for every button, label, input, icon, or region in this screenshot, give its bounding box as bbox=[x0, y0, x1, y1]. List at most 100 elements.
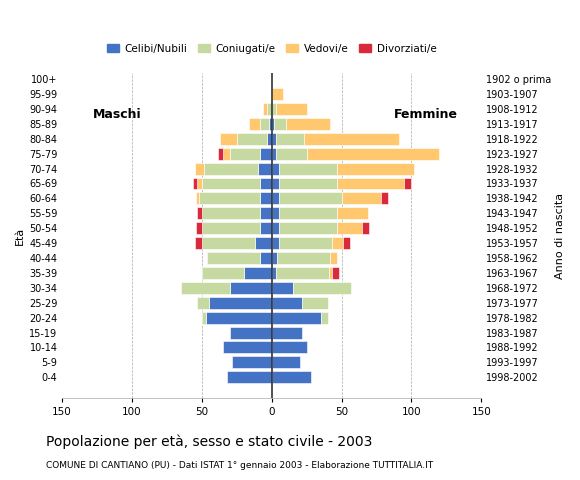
Bar bbox=[249, 118, 260, 130]
Bar bbox=[271, 163, 278, 175]
Bar bbox=[332, 237, 343, 249]
Bar bbox=[220, 133, 237, 145]
Bar bbox=[180, 282, 230, 294]
Bar bbox=[271, 282, 292, 294]
Bar bbox=[260, 207, 271, 219]
Bar bbox=[292, 282, 351, 294]
Bar bbox=[263, 103, 267, 115]
Bar bbox=[271, 312, 321, 324]
Bar bbox=[230, 148, 260, 160]
Bar bbox=[278, 207, 338, 219]
Bar bbox=[195, 163, 204, 175]
Bar bbox=[271, 267, 275, 279]
Bar bbox=[202, 222, 260, 234]
Bar bbox=[271, 297, 302, 309]
Bar bbox=[276, 103, 307, 115]
Bar bbox=[271, 178, 278, 190]
Bar bbox=[202, 267, 244, 279]
Bar bbox=[338, 207, 368, 219]
Bar bbox=[204, 163, 258, 175]
Bar bbox=[233, 356, 271, 368]
Bar bbox=[202, 237, 255, 249]
Bar bbox=[271, 148, 275, 160]
Text: Popolazione per età, sesso e stato civile - 2003: Popolazione per età, sesso e stato civil… bbox=[46, 435, 373, 449]
Bar bbox=[277, 252, 331, 264]
Bar bbox=[271, 133, 275, 145]
Bar bbox=[207, 252, 260, 264]
Bar bbox=[219, 148, 223, 160]
Bar bbox=[197, 178, 202, 190]
Bar bbox=[278, 192, 342, 204]
Bar bbox=[260, 118, 269, 130]
Bar bbox=[338, 178, 404, 190]
Bar bbox=[271, 372, 311, 383]
Bar bbox=[307, 148, 440, 160]
Bar bbox=[278, 178, 338, 190]
Bar bbox=[223, 148, 230, 160]
Text: Femmine: Femmine bbox=[393, 108, 458, 121]
Bar bbox=[276, 133, 304, 145]
Bar bbox=[332, 267, 339, 279]
Bar bbox=[209, 297, 271, 309]
Bar bbox=[237, 133, 267, 145]
Bar bbox=[271, 326, 302, 338]
Bar bbox=[260, 192, 271, 204]
Bar bbox=[260, 148, 271, 160]
Bar bbox=[260, 252, 271, 264]
Bar bbox=[202, 312, 206, 324]
Bar bbox=[230, 326, 271, 338]
Bar bbox=[202, 178, 260, 190]
Bar bbox=[267, 103, 271, 115]
Bar bbox=[197, 207, 202, 219]
Bar bbox=[304, 133, 399, 145]
Bar bbox=[380, 192, 387, 204]
Bar bbox=[195, 237, 202, 249]
Bar bbox=[404, 178, 411, 190]
Bar bbox=[274, 118, 285, 130]
Bar bbox=[271, 356, 299, 368]
Bar bbox=[193, 178, 197, 190]
Bar bbox=[271, 103, 275, 115]
Bar bbox=[331, 252, 338, 264]
Text: COMUNE DI CANTIANO (PU) - Dati ISTAT 1° gennaio 2003 - Elaborazione TUTTITALIA.I: COMUNE DI CANTIANO (PU) - Dati ISTAT 1° … bbox=[46, 461, 433, 470]
Bar bbox=[271, 252, 277, 264]
Bar bbox=[362, 222, 369, 234]
Bar bbox=[321, 312, 328, 324]
Bar bbox=[278, 222, 338, 234]
Bar bbox=[255, 237, 271, 249]
Bar bbox=[285, 118, 331, 130]
Bar bbox=[197, 297, 209, 309]
Y-axis label: Anno di nascita: Anno di nascita bbox=[555, 192, 565, 279]
Bar bbox=[258, 163, 271, 175]
Y-axis label: Età: Età bbox=[15, 227, 25, 245]
Bar bbox=[230, 282, 271, 294]
Bar bbox=[202, 207, 260, 219]
Bar bbox=[271, 207, 278, 219]
Bar bbox=[223, 341, 271, 353]
Bar bbox=[269, 118, 271, 130]
Bar bbox=[260, 222, 271, 234]
Bar bbox=[276, 267, 329, 279]
Bar bbox=[227, 372, 271, 383]
Bar bbox=[271, 88, 283, 100]
Bar bbox=[343, 237, 350, 249]
Bar bbox=[271, 237, 278, 249]
Bar bbox=[278, 163, 338, 175]
Bar bbox=[271, 222, 278, 234]
Bar bbox=[244, 267, 271, 279]
Text: Maschi: Maschi bbox=[93, 108, 142, 121]
Bar bbox=[338, 163, 414, 175]
Bar bbox=[206, 312, 271, 324]
Bar bbox=[199, 192, 260, 204]
Bar bbox=[196, 222, 202, 234]
Bar bbox=[329, 267, 332, 279]
Bar bbox=[278, 237, 332, 249]
Bar bbox=[260, 178, 271, 190]
Bar bbox=[302, 297, 328, 309]
Bar bbox=[271, 341, 307, 353]
Legend: Celibi/Nubili, Coniugati/e, Vedovi/e, Divorziati/e: Celibi/Nubili, Coniugati/e, Vedovi/e, Di… bbox=[103, 39, 440, 58]
Bar bbox=[276, 148, 307, 160]
Bar bbox=[342, 192, 380, 204]
Bar bbox=[267, 133, 271, 145]
Bar bbox=[196, 192, 199, 204]
